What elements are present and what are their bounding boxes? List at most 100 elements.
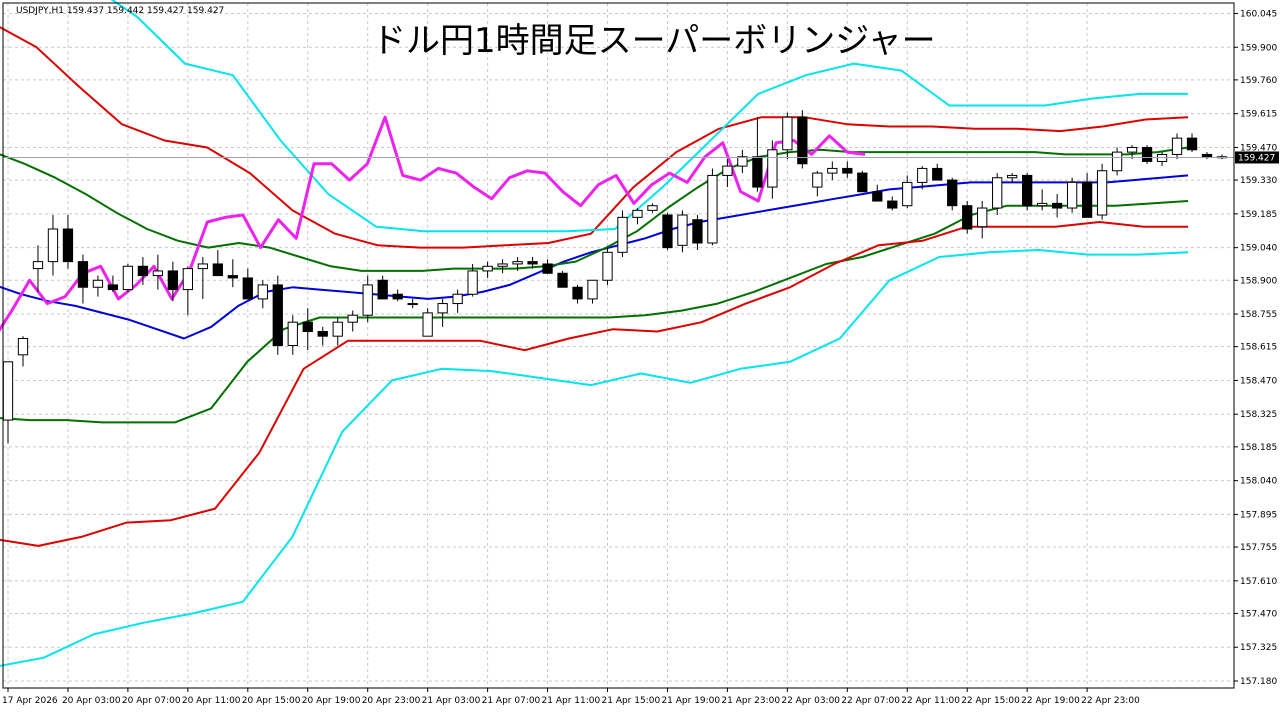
candle[interactable] (617, 210, 628, 257)
candle[interactable] (122, 263, 134, 292)
candle[interactable] (977, 201, 988, 239)
candle[interactable] (1171, 133, 1183, 160)
candle-body (977, 207, 988, 228)
candle[interactable] (752, 117, 763, 192)
candle[interactable] (722, 159, 733, 188)
candle[interactable] (107, 275, 119, 292)
candle-body (647, 205, 658, 211)
candle-body (332, 321, 343, 337)
candle[interactable] (242, 268, 253, 300)
candle[interactable] (947, 177, 958, 211)
candle-body (752, 156, 763, 188)
candle-body (1201, 153, 1213, 158)
candle[interactable] (1111, 147, 1123, 176)
candle-body (722, 165, 733, 176)
candle[interactable] (332, 317, 343, 346)
candle[interactable] (692, 215, 703, 250)
candle[interactable] (407, 298, 418, 309)
candle[interactable] (197, 256, 208, 299)
candle[interactable] (227, 259, 238, 288)
candle[interactable] (77, 254, 89, 304)
candle[interactable] (767, 140, 778, 199)
candle[interactable] (1022, 173, 1033, 211)
candle[interactable] (887, 196, 898, 211)
candle[interactable] (392, 289, 403, 302)
candle-body (932, 167, 943, 181)
candle[interactable] (362, 275, 373, 323)
candle[interactable] (527, 256, 538, 269)
candle[interactable] (152, 254, 164, 290)
candle[interactable] (842, 161, 853, 178)
candle[interactable] (782, 112, 793, 160)
candle[interactable] (1126, 145, 1138, 160)
candle[interactable] (1037, 189, 1048, 211)
candle-body (2, 361, 14, 421)
candle[interactable] (482, 261, 493, 278)
candle[interactable] (572, 284, 583, 304)
candle[interactable] (677, 210, 688, 253)
candle[interactable] (992, 173, 1003, 216)
candle[interactable] (557, 270, 568, 288)
candle[interactable] (212, 249, 223, 277)
candle[interactable] (137, 256, 149, 285)
candle[interactable] (272, 275, 283, 355)
candle[interactable] (512, 256, 523, 271)
candle[interactable] (1066, 177, 1078, 213)
candle[interactable] (377, 275, 388, 300)
candle[interactable] (287, 315, 298, 355)
candle[interactable] (647, 203, 658, 213)
candlesticks[interactable] (2, 110, 1228, 444)
candle-body (317, 331, 328, 337)
candle[interactable] (662, 212, 673, 250)
band-lower-2sigma (0, 221, 1188, 547)
candle-body (842, 167, 853, 174)
candle[interactable] (1141, 145, 1153, 164)
candle[interactable] (902, 175, 913, 209)
candle[interactable] (167, 261, 179, 302)
candle-body (422, 312, 433, 337)
candle[interactable] (602, 247, 613, 285)
current-price-line: 159.427 (3, 151, 1279, 164)
candle[interactable] (962, 201, 973, 234)
y-tick-label: 159.330 (1240, 176, 1277, 186)
y-tick-label: 158.040 (1240, 477, 1277, 487)
candle[interactable] (182, 266, 193, 316)
candle[interactable] (452, 289, 463, 313)
candle[interactable] (917, 166, 928, 190)
candle[interactable] (812, 170, 823, 197)
y-tick-label: 157.610 (1240, 577, 1277, 587)
candle[interactable] (1096, 163, 1108, 220)
candle[interactable] (1007, 173, 1018, 183)
candle[interactable] (857, 170, 868, 193)
candle[interactable] (797, 110, 808, 169)
candle[interactable] (497, 259, 508, 274)
candle[interactable] (587, 279, 598, 304)
candle[interactable] (1186, 133, 1198, 153)
candle[interactable] (17, 336, 29, 367)
y-tick-label: 158.470 (1240, 376, 1277, 386)
candle[interactable] (1051, 194, 1063, 218)
candle[interactable] (92, 275, 104, 297)
candle[interactable] (737, 149, 748, 174)
candle[interactable] (872, 184, 883, 202)
candle[interactable] (257, 280, 268, 309)
candle[interactable] (347, 310, 358, 332)
candle[interactable] (632, 208, 643, 225)
candle[interactable] (932, 163, 943, 181)
candle[interactable] (422, 308, 433, 337)
candle[interactable] (437, 298, 448, 327)
candle[interactable] (32, 245, 44, 292)
candle[interactable] (467, 263, 478, 297)
candle[interactable] (62, 215, 74, 269)
candle[interactable] (47, 215, 59, 276)
x-tick-label: 22 Apr 07:00 (841, 696, 900, 706)
candle[interactable] (317, 326, 328, 346)
candle[interactable] (302, 308, 313, 351)
candle[interactable] (542, 259, 553, 274)
candle[interactable] (827, 161, 838, 181)
candle[interactable] (707, 168, 718, 246)
candle-body (662, 214, 673, 249)
candle[interactable] (1081, 173, 1093, 218)
candle-body (1007, 174, 1018, 179)
